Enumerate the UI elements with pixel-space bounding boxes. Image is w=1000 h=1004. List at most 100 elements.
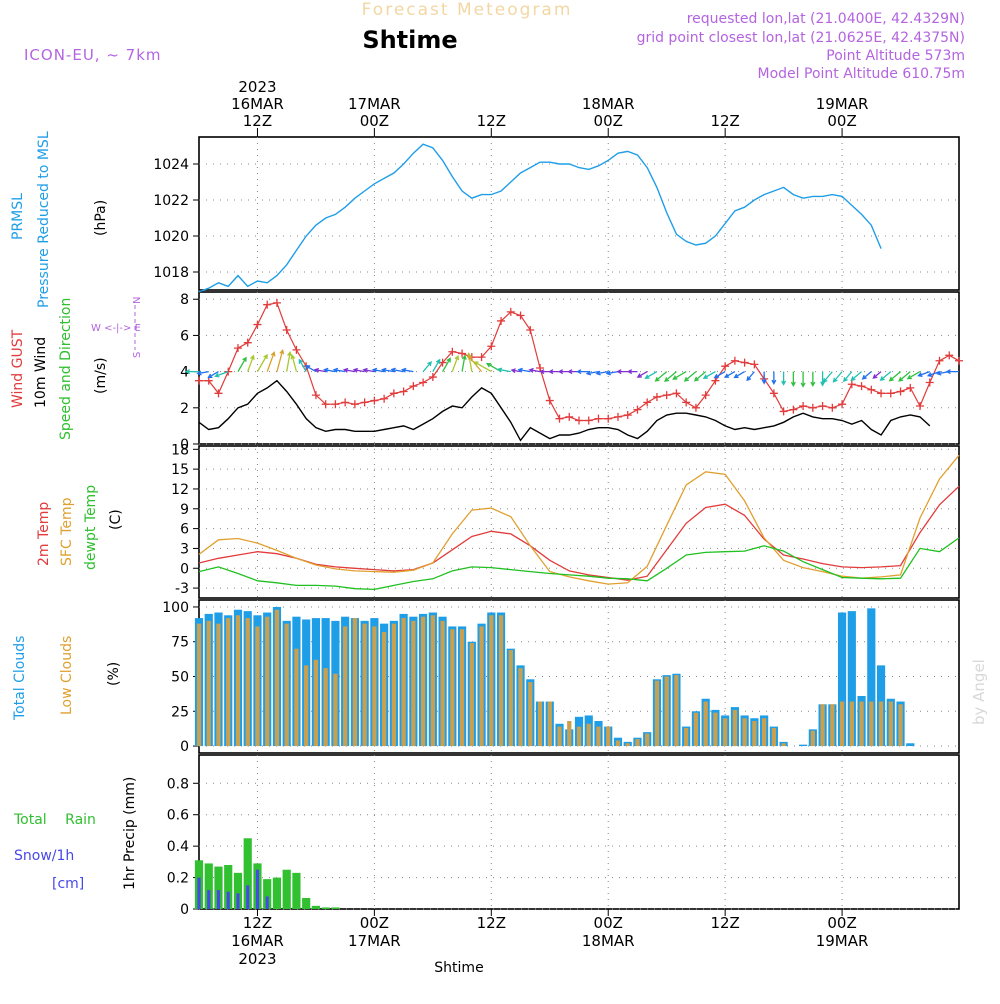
low-cloud-bar — [888, 701, 893, 747]
rain-bar — [263, 879, 272, 909]
clouds-ytick-label: 0 — [180, 739, 189, 755]
top-time-hour: 12Z — [477, 112, 506, 130]
gust-marker — [224, 367, 233, 376]
wind-arrow — [605, 370, 619, 376]
gust-marker — [955, 356, 963, 365]
low-cloud-bar — [703, 701, 708, 747]
wind-arrow — [636, 371, 648, 378]
low-cloud-bar — [723, 718, 728, 747]
low-cloud-bar — [693, 712, 699, 747]
temp2m-line — [198, 485, 960, 581]
gust-marker — [536, 364, 545, 372]
low-cloud-bar — [518, 668, 523, 747]
low-cloud-bar — [635, 739, 640, 747]
gust-marker — [750, 360, 759, 369]
low-cloud-bar — [323, 668, 328, 747]
rain-bar — [321, 907, 330, 909]
low-cloud-bar — [245, 618, 250, 747]
snow-bar — [226, 891, 230, 909]
model-label: ICON-EU, ~ 7km — [24, 46, 162, 64]
gust-marker — [292, 345, 301, 354]
gust-marker — [789, 405, 798, 414]
pressure-frame — [198, 136, 960, 291]
gust-marker — [448, 347, 457, 356]
gust-marker — [847, 380, 856, 389]
temp-frame — [198, 445, 960, 599]
wind-arrow — [473, 361, 492, 373]
wind-arrow — [861, 371, 872, 380]
gust-marker — [945, 351, 954, 360]
gust-marker — [896, 387, 905, 396]
wind-arrow — [626, 369, 638, 375]
bottom-time-hour: 12Z — [243, 914, 272, 932]
precip-frame — [198, 754, 960, 910]
low-cloud-bar — [596, 726, 601, 747]
wind-ytick-label: 4 — [180, 365, 189, 381]
gust-marker — [594, 414, 603, 423]
low-cloud-bar — [528, 682, 533, 747]
bottom-time-hour: 00Z — [827, 914, 856, 932]
wind-arrow — [585, 370, 599, 376]
wind-arrow — [898, 371, 911, 382]
bottom-time-date: 17MAR — [348, 932, 401, 950]
snow-label: Snow/1h — [14, 848, 74, 864]
bottom-time-date: 16MAR — [231, 932, 284, 950]
gust-marker — [555, 414, 564, 423]
low-cloud-bar — [615, 740, 621, 747]
low-cloud-bar — [255, 626, 260, 747]
snow-unit-label: [cm] — [52, 876, 84, 892]
cloud-labels: Total Clouds Low Clouds (%) — [12, 636, 122, 721]
snow-bar — [197, 877, 201, 909]
pressure-line — [198, 143, 882, 293]
gust-marker — [604, 414, 613, 423]
low-cloud-bar — [206, 620, 211, 747]
wind-arrow — [432, 358, 441, 372]
clouds-ytick-label: 25 — [171, 704, 189, 720]
gust-marker — [253, 320, 262, 329]
gust-marker — [575, 416, 583, 425]
wind-arrow — [286, 350, 292, 372]
location-title: Shtime — [362, 26, 457, 54]
temp-ytick-label: 0 — [180, 561, 189, 577]
wind-arrow — [298, 358, 307, 372]
low-cloud-bar — [732, 709, 738, 747]
gust-marker — [195, 376, 203, 385]
top-time-hour: 00Z — [827, 112, 856, 130]
dewpt-label: dewpt Temp — [83, 485, 99, 570]
precip-labels: Total Rain Snow/1h [cm] 1hr Precip (mm) — [13, 777, 138, 892]
wind-arrow — [822, 371, 833, 384]
total-cloud-bar — [867, 608, 876, 747]
temp-ytick-label: 12 — [171, 482, 189, 498]
watermark: by Angel — [970, 659, 988, 725]
temp-panel: -3 0 3 6 9 12 15 18 — [171, 442, 960, 599]
gust-marker — [935, 356, 944, 365]
low-cloud-bar — [216, 623, 221, 747]
wind-arrow — [332, 367, 346, 373]
wind-arrow — [400, 367, 414, 373]
rain-bar — [224, 865, 233, 909]
gust-marker — [672, 389, 681, 398]
temp-ytick-label: 3 — [180, 541, 189, 557]
wind-arrow — [832, 371, 843, 383]
sfc-temp-line — [198, 454, 960, 585]
low-cloud-bar — [235, 615, 241, 747]
low-cloud-bar — [420, 616, 426, 747]
gust-marker — [662, 391, 671, 400]
gust-marker — [584, 416, 593, 425]
snow-bar — [255, 869, 260, 909]
bottom-time-hour: 12Z — [710, 914, 739, 932]
gust-marker — [877, 389, 886, 398]
top-time-date: 19MAR — [816, 95, 869, 113]
low-cloud-bar — [391, 623, 397, 747]
gust-marker — [458, 349, 467, 358]
total-cloud-bar — [906, 743, 915, 747]
wind-arrow — [654, 371, 668, 382]
gust-marker — [545, 396, 554, 405]
gust-marker — [691, 403, 700, 412]
top-time-date: 16MAR — [231, 95, 284, 113]
wind-arrow — [616, 369, 628, 375]
gust-marker — [613, 412, 622, 421]
gust-marker — [906, 383, 915, 392]
gust-marker — [311, 391, 320, 400]
